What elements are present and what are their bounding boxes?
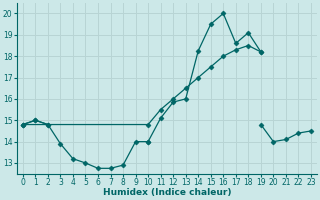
X-axis label: Humidex (Indice chaleur): Humidex (Indice chaleur) — [103, 188, 231, 197]
